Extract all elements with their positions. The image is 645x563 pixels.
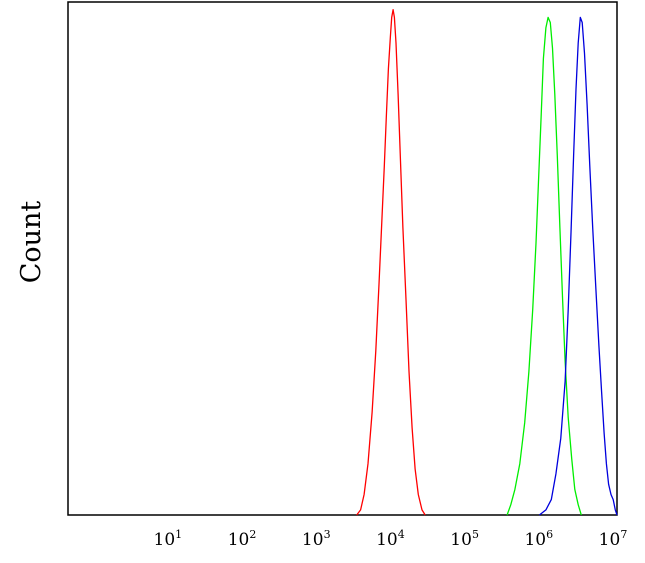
x-tick-label: 107 xyxy=(599,528,628,550)
plot-area xyxy=(67,1,618,516)
x-axis-ticks: 101 102 103 104 105 106 107 xyxy=(154,528,628,550)
x-tick-label: 106 xyxy=(524,528,553,550)
series-line-3 xyxy=(538,16,618,516)
y-axis-label: Count xyxy=(16,201,47,284)
series-line-2 xyxy=(506,16,582,516)
x-tick-label: 102 xyxy=(228,528,257,550)
series-line-1 xyxy=(356,9,426,516)
x-tick-label: 103 xyxy=(302,528,331,550)
x-tick-label: 101 xyxy=(154,528,183,550)
series-group xyxy=(356,9,618,516)
x-tick-label: 104 xyxy=(376,528,405,550)
x-tick-label: 105 xyxy=(450,528,479,550)
plot-frame xyxy=(67,1,618,516)
